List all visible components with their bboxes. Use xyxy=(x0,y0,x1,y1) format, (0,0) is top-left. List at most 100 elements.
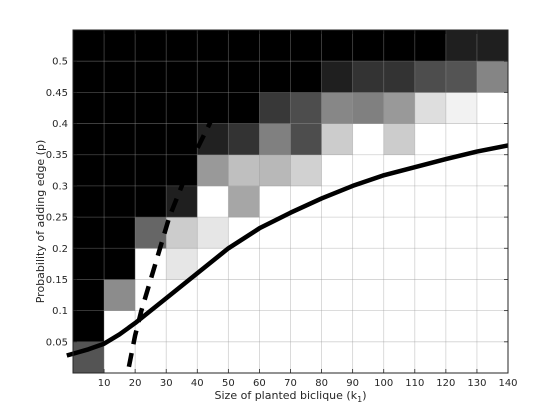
y-axis-ticks: 0.05 0.1 0.15 0.2 0.25 0.3 0.35 0.4 0.45 0.5 xyxy=(46,57,508,348)
heatmap-cell xyxy=(290,310,322,343)
heatmap-cell xyxy=(290,279,322,311)
heatmap-cell xyxy=(414,92,447,124)
heatmap-cell xyxy=(104,217,136,249)
heatmap-cell xyxy=(383,123,416,156)
y-tick-label: 0.05 xyxy=(46,337,68,348)
heatmap-cell xyxy=(228,248,260,280)
x-axis-label: Size of planted biclique (k1) xyxy=(215,389,367,404)
heatmap-cell xyxy=(352,92,385,124)
heatmap-cell xyxy=(414,279,447,311)
y-tick-label: 0.15 xyxy=(46,275,68,286)
heatmap-cell xyxy=(352,61,385,93)
heatmap-cell xyxy=(197,217,229,249)
heatmap-cell xyxy=(476,154,509,187)
heatmap-cell xyxy=(290,154,322,187)
heatmap-cell xyxy=(73,30,105,62)
heatmap-cell xyxy=(476,217,509,249)
x-tick-label: 110 xyxy=(405,378,424,389)
heatmap-cell xyxy=(259,310,291,343)
heatmap-cell xyxy=(445,341,478,374)
heatmap-cell xyxy=(228,123,260,156)
solid-threshold-curve xyxy=(66,143,509,358)
x-tick-label: 50 xyxy=(222,378,235,389)
heatmap-cell xyxy=(352,248,385,280)
heatmap-cell xyxy=(321,310,353,343)
heatmap-cell xyxy=(445,217,478,249)
heatmap-cell xyxy=(414,341,447,374)
heatmap-cell xyxy=(476,341,509,374)
heatmap-cell xyxy=(228,61,260,93)
heatmap-cell xyxy=(259,341,291,374)
heatmap-cell xyxy=(290,30,322,62)
heatmap-cell xyxy=(259,123,291,156)
heatmap-cell xyxy=(197,341,229,374)
heatmap-cell xyxy=(290,61,322,93)
heatmap-cell xyxy=(259,154,291,187)
heatmap-cell xyxy=(73,61,105,93)
heatmap-cell xyxy=(445,30,478,62)
heatmap-cell xyxy=(197,154,229,187)
heatmap-cell xyxy=(383,217,416,249)
heatmap-cell xyxy=(476,248,509,280)
heatmap-cell xyxy=(228,310,260,343)
heatmap-cell xyxy=(321,248,353,280)
x-tick-label: 60 xyxy=(253,378,266,389)
heatmap-cell xyxy=(228,185,260,218)
heatmap-cell xyxy=(135,30,167,62)
heatmap-cell xyxy=(476,61,509,93)
y-tick-label: 0.35 xyxy=(46,150,68,161)
heatmap-cell xyxy=(166,61,198,93)
heatmap-cell xyxy=(352,217,385,249)
heatmap-cell xyxy=(383,310,416,343)
x-tick-label: 40 xyxy=(191,378,204,389)
heatmap-cell xyxy=(352,341,385,374)
y-tick-label: 0.2 xyxy=(52,244,68,255)
heatmap-cell xyxy=(73,217,105,249)
heatmap-cell xyxy=(259,279,291,311)
heatmap-cell xyxy=(476,30,509,62)
heatmap-cell xyxy=(104,92,136,124)
heatmap-cell xyxy=(445,61,478,93)
heatmap-cell xyxy=(383,341,416,374)
heatmap-cell xyxy=(104,123,136,156)
heatmap-cell xyxy=(166,92,198,124)
heatmap-cell xyxy=(73,92,105,124)
heatmap-cell xyxy=(383,248,416,280)
heatmap-cell xyxy=(290,92,322,124)
heatmap-cell xyxy=(476,185,509,218)
heatmap-cell xyxy=(414,185,447,218)
heatmap-cell xyxy=(321,341,353,374)
x-tick-label: 100 xyxy=(374,378,393,389)
heatmap-cell xyxy=(135,123,167,156)
heatmap-cell xyxy=(476,92,509,124)
x-tick-label: 30 xyxy=(160,378,173,389)
heatmap-cell xyxy=(476,310,509,343)
heatmap-cell xyxy=(445,310,478,343)
heatmap-cell xyxy=(228,279,260,311)
heatmap-cell xyxy=(135,279,167,311)
heatmap-cell xyxy=(259,30,291,62)
heatmap-cell xyxy=(414,123,447,156)
y-tick-label: 0.1 xyxy=(52,306,68,317)
heatmap-cell xyxy=(290,248,322,280)
grid-lines xyxy=(73,30,509,373)
heatmap-cell xyxy=(73,123,105,156)
heatmap-cell xyxy=(321,61,353,93)
y-tick-label: 0.45 xyxy=(46,88,68,99)
y-tick-label: 0.5 xyxy=(52,57,68,68)
heatmap-cell xyxy=(228,30,260,62)
heatmap-cell xyxy=(135,61,167,93)
heatmap-cell xyxy=(352,30,385,62)
heatmap-cell xyxy=(166,30,198,62)
heatmap-cell xyxy=(259,61,291,93)
heatmap-cell xyxy=(104,248,136,280)
heatmap-cell xyxy=(445,185,478,218)
heatmap-cell xyxy=(197,279,229,311)
heatmap-cell xyxy=(197,310,229,343)
heatmap-cell xyxy=(259,185,291,218)
heatmap-cell xyxy=(104,154,136,187)
heatmap-cell xyxy=(73,185,105,218)
heatmap-cell xyxy=(166,185,198,218)
heatmap-cell xyxy=(104,30,136,62)
